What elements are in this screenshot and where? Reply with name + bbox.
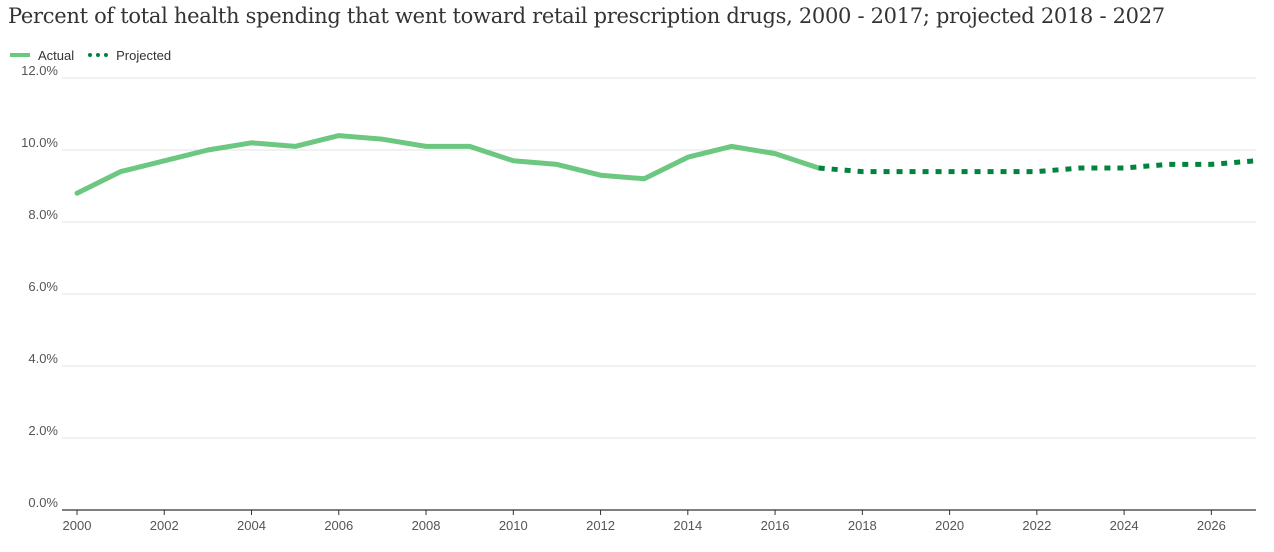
y-tick-label: 12.0%	[21, 63, 58, 78]
y-tick-label: 6.0%	[28, 279, 58, 294]
series-lines	[74, 133, 1256, 196]
y-tick-label: 4.0%	[28, 351, 58, 366]
series-line-actual	[74, 133, 822, 196]
series-line-projected	[818, 158, 1256, 175]
x-tick-label: 2018	[848, 518, 877, 533]
x-tick-label: 2016	[761, 518, 790, 533]
x-tick-label: 2002	[150, 518, 179, 533]
x-tick-label: 2020	[935, 518, 964, 533]
y-tick-label: 10.0%	[21, 135, 58, 150]
y-tick-label: 8.0%	[28, 207, 58, 222]
x-tick-label: 2008	[412, 518, 441, 533]
x-axis-ticks: 2000 2002 2004 2006 2008 2010 2012 2014 2016 2018…	[63, 510, 1226, 533]
x-tick-label: 2000	[63, 518, 92, 533]
legend-label-actual: Actual	[38, 47, 75, 63]
y-tick-label: 0.0%	[28, 495, 58, 510]
y-tick-label: 2.0%	[28, 423, 58, 438]
legend-label-projected: Projected	[116, 47, 172, 63]
x-tick-label: 2010	[499, 518, 528, 533]
x-tick-label: 2012	[586, 518, 615, 533]
gridlines	[62, 77, 1256, 511]
x-tick-label: 2006	[324, 518, 353, 533]
legend-item-projected: Projected	[88, 48, 171, 63]
x-tick-label: 2004	[237, 518, 266, 533]
x-tick-label: 2022	[1022, 518, 1051, 533]
legend: Actual Projected	[10, 46, 185, 64]
x-tick-label: 2024	[1110, 518, 1139, 533]
legend-swatch-projected	[88, 53, 109, 57]
legend-swatch-actual	[10, 53, 30, 57]
x-tick-label: 2014	[673, 518, 702, 533]
chart-title: Percent of total health spending that we…	[8, 4, 1165, 28]
x-tick-label: 2026	[1197, 518, 1226, 533]
legend-item-actual: Actual	[10, 48, 74, 63]
y-axis-ticks: 0.0% 2.0% 4.0% 6.0% 8.0% 10.0% 12.0%	[21, 63, 58, 510]
